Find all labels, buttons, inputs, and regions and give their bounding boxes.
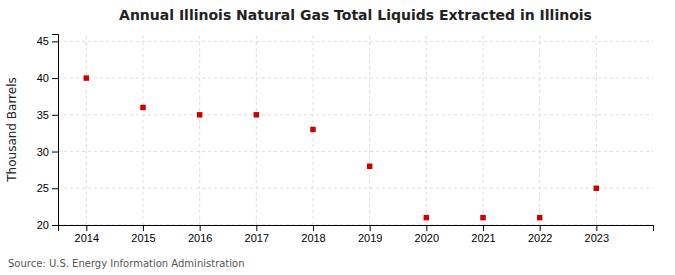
x-tick: 2022 xyxy=(528,225,552,244)
title: Annual Illinois Natural Gas Total Liquid… xyxy=(119,7,592,23)
y-tick-mark xyxy=(52,225,58,226)
x-tick-mark xyxy=(313,225,314,231)
x-grid-line xyxy=(539,34,540,225)
y-grid-line xyxy=(58,151,653,152)
point xyxy=(254,112,259,117)
chart-container: 2014 2015 2016 2017 2018 2019 2020 2021 2022 2023… xyxy=(0,0,675,275)
x-tick: 2019 xyxy=(358,225,382,244)
x-tick: 2017 xyxy=(245,225,269,244)
point xyxy=(594,186,599,191)
y-tick-mark xyxy=(52,188,58,189)
y-grid-line xyxy=(58,114,653,115)
x-tick: 2014 xyxy=(75,225,99,244)
point xyxy=(424,215,429,220)
point xyxy=(310,127,315,132)
x-tick-label: 2020 xyxy=(415,232,439,244)
x-grid-line xyxy=(199,34,200,225)
x-tick-mark xyxy=(256,225,257,231)
x-grid-line xyxy=(369,34,370,225)
y-tick-mark xyxy=(52,41,58,42)
y-grid-line xyxy=(58,78,653,79)
point xyxy=(480,215,485,220)
x-tick-mark xyxy=(370,225,371,231)
x-tick: 2023 xyxy=(585,225,609,244)
y-tick: 30 xyxy=(37,146,58,158)
x-tick: 2020 xyxy=(415,225,439,244)
y-tick-mark xyxy=(52,78,58,79)
y-axis: 20 25 30 35 40 45 xyxy=(37,35,59,232)
point xyxy=(367,163,372,168)
x-tick: 2018 xyxy=(301,225,325,244)
point xyxy=(140,105,145,110)
grid xyxy=(58,34,653,225)
x-grid-line xyxy=(143,34,144,225)
x-tick-mark xyxy=(86,225,87,231)
x-grid-line xyxy=(426,34,427,225)
x-tick: 2015 xyxy=(131,225,155,244)
y-grid-line xyxy=(58,41,653,42)
x-tick-mark xyxy=(483,225,484,231)
x-axis-line xyxy=(59,226,654,232)
y-tick: 40 xyxy=(37,72,58,84)
points xyxy=(84,75,599,220)
y-axis-line xyxy=(52,35,59,226)
y-tick-label: 40 xyxy=(37,72,49,84)
y-axis-title: Thousand Barrels xyxy=(5,77,19,182)
point xyxy=(537,215,542,220)
x-tick-label: 2016 xyxy=(188,232,212,244)
x-tick-mark xyxy=(426,225,427,231)
y-tick: 25 xyxy=(37,182,58,194)
y-tick-label: 35 xyxy=(37,109,49,121)
y-tick-mark xyxy=(52,115,58,116)
y-tick-label: 45 xyxy=(37,35,49,47)
x-tick-label: 2021 xyxy=(471,232,495,244)
x-tick-label: 2022 xyxy=(528,232,552,244)
x-grid-line xyxy=(483,34,484,225)
source-note: Source: U.S. Energy Information Administ… xyxy=(8,258,245,269)
x-tick-mark xyxy=(540,225,541,231)
y-tick-label: 25 xyxy=(37,182,49,194)
x-tick: 2016 xyxy=(188,225,212,244)
y-tick-label: 20 xyxy=(37,219,49,231)
y-grid-line xyxy=(58,188,653,189)
chart-svg: 2014 2015 2016 2017 2018 2019 2020 2021 2022 2023… xyxy=(0,0,675,275)
x-grid-line xyxy=(86,34,87,225)
x-tick-label: 2014 xyxy=(75,232,99,244)
y-tick: 45 xyxy=(37,35,58,47)
x-tick-mark xyxy=(596,225,597,231)
x-tick-label: 2017 xyxy=(245,232,269,244)
x-tick-mark xyxy=(143,225,144,231)
y-tick: 35 xyxy=(37,109,58,121)
y-tick-mark xyxy=(52,152,58,153)
y-tick-label: 30 xyxy=(37,146,49,158)
x-tick-label: 2018 xyxy=(301,232,325,244)
x-tick-mark xyxy=(200,225,201,231)
x-tick: 2021 xyxy=(471,225,495,244)
x-axis: 2014 2015 2016 2017 2018 2019 2020 2021 2022 2023 xyxy=(59,225,654,244)
x-tick-label: 2015 xyxy=(131,232,155,244)
point xyxy=(84,75,89,80)
y-tick: 20 xyxy=(37,219,58,231)
x-grid-line xyxy=(596,34,597,225)
x-tick-label: 2019 xyxy=(358,232,382,244)
x-tick-label: 2023 xyxy=(585,232,609,244)
x-grid-line xyxy=(256,34,257,225)
point xyxy=(197,112,202,117)
